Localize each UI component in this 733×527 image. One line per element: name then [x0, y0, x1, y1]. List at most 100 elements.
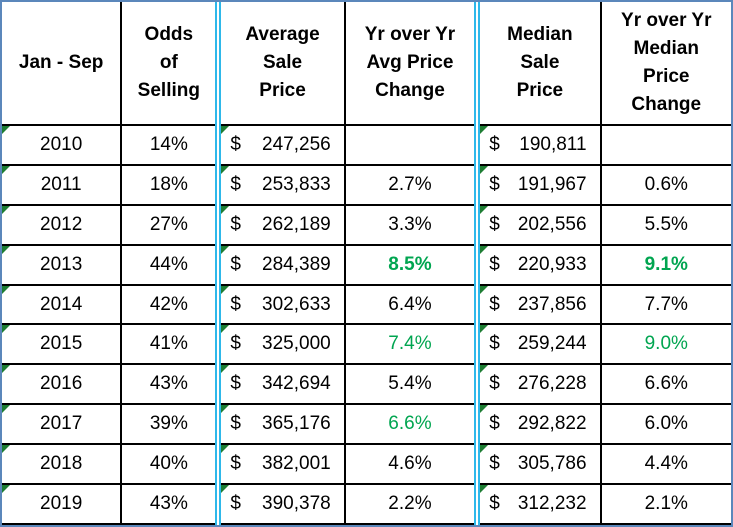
- currency-symbol: $: [230, 173, 241, 195]
- cell-avg-change[interactable]: 6.4%: [343, 283, 479, 326]
- amount-value: 262,189: [262, 213, 331, 235]
- cell-odds[interactable]: 42%: [120, 283, 220, 326]
- price-value: $382,001: [224, 453, 342, 475]
- cell-year[interactable]: 2011: [2, 163, 123, 206]
- cell-year[interactable]: 2014: [2, 283, 123, 326]
- cell-avg-change[interactable]: 2.7%: [343, 163, 479, 206]
- cell-odds[interactable]: 14%: [120, 124, 220, 166]
- currency-symbol: $: [230, 373, 241, 395]
- cell-flag-triangle-icon: [483, 486, 489, 494]
- cell-flag-triangle-icon: [483, 246, 489, 254]
- price-value: $305,786: [483, 453, 598, 475]
- amount-value: 302,633: [262, 293, 331, 315]
- cell-median-change[interactable]: 9.0%: [599, 323, 731, 366]
- cell-odds[interactable]: 39%: [120, 403, 220, 446]
- amount-value: 325,000: [262, 333, 331, 355]
- header-avg-price-change[interactable]: Yr over Yr Avg Price Change: [343, 2, 479, 126]
- cell-flag-triangle-icon: [224, 446, 230, 454]
- cell-median-change[interactable]: 9.1%: [599, 243, 731, 286]
- change-value: 4.4%: [644, 453, 688, 475]
- cell-odds[interactable]: 18%: [120, 163, 220, 206]
- amount-value: 253,833: [262, 173, 331, 195]
- odds-value: 41%: [149, 333, 188, 355]
- cell-avg-price[interactable]: $382,001: [215, 443, 346, 486]
- cell-odds[interactable]: 41%: [120, 323, 220, 366]
- table-row: 2016 43% $342,694 5.4% $276,228 6.6%: [2, 363, 731, 406]
- price-value: $342,694: [224, 373, 342, 395]
- cell-median-change[interactable]: [599, 124, 731, 166]
- year-value: 2018: [40, 453, 83, 475]
- amount-value: 365,176: [262, 413, 331, 435]
- currency-symbol: $: [230, 293, 241, 315]
- cell-avg-price[interactable]: $302,633: [215, 283, 346, 326]
- header-median-price-change[interactable]: Yr over Yr Median Price Change: [599, 2, 731, 126]
- odds-value: 27%: [149, 213, 188, 235]
- header-period[interactable]: Jan - Sep: [2, 2, 123, 126]
- cell-year[interactable]: 2018: [2, 443, 123, 486]
- header-median-sale-price[interactable]: Median Sale Price: [474, 2, 602, 126]
- cell-avg-change[interactable]: 3.3%: [343, 203, 479, 246]
- cell-avg-price[interactable]: $253,833: [215, 163, 346, 206]
- cell-median-price[interactable]: $292,822: [474, 403, 602, 446]
- cell-year[interactable]: 2015: [2, 323, 123, 366]
- cell-median-change[interactable]: 6.0%: [599, 403, 731, 446]
- cell-avg-change[interactable]: 2.2%: [343, 483, 479, 525]
- cell-odds[interactable]: 27%: [120, 203, 220, 246]
- change-value: 2.2%: [388, 493, 432, 514]
- cell-avg-change[interactable]: [343, 124, 479, 166]
- cell-median-change[interactable]: 5.5%: [599, 203, 731, 246]
- cell-flag-triangle-icon: [483, 406, 489, 414]
- cell-avg-price[interactable]: $284,389: [215, 243, 346, 286]
- amount-value: 292,822: [517, 413, 587, 435]
- cell-odds[interactable]: 44%: [120, 243, 220, 286]
- currency-symbol: $: [489, 133, 500, 155]
- cell-year[interactable]: 2019: [2, 483, 123, 525]
- table-row: 2017 39% $365,176 6.6% $292,822 6.0%: [2, 403, 731, 446]
- change-value: 7.4%: [388, 333, 432, 355]
- cell-avg-change[interactable]: 6.6%: [343, 403, 479, 446]
- cell-year[interactable]: 2010: [2, 124, 123, 166]
- cell-median-price[interactable]: $237,856: [474, 283, 602, 326]
- cell-median-change[interactable]: 6.6%: [599, 363, 731, 406]
- cell-avg-price[interactable]: $247,256: [215, 124, 346, 166]
- cell-avg-price[interactable]: $262,189: [215, 203, 346, 246]
- cell-median-price[interactable]: $202,556: [474, 203, 602, 246]
- price-value: $191,967: [483, 174, 598, 196]
- cell-year[interactable]: 2013: [2, 243, 123, 286]
- currency-symbol: $: [489, 453, 500, 475]
- cell-median-price[interactable]: $190,811: [474, 124, 602, 166]
- odds-value: 18%: [149, 173, 188, 195]
- cell-year[interactable]: 2012: [2, 203, 123, 246]
- cell-median-change[interactable]: 0.6%: [599, 163, 731, 206]
- cell-median-price[interactable]: $276,228: [474, 363, 602, 406]
- odds-value: 14%: [149, 133, 188, 155]
- cell-avg-price[interactable]: $325,000: [215, 323, 346, 366]
- cell-avg-change[interactable]: 5.4%: [343, 363, 479, 406]
- cell-avg-price[interactable]: $342,694: [215, 363, 346, 406]
- cell-avg-price[interactable]: $390,378: [215, 483, 346, 525]
- cell-odds[interactable]: 43%: [120, 483, 220, 525]
- cell-median-price[interactable]: $312,232: [474, 483, 602, 525]
- cell-median-price[interactable]: $259,244: [474, 323, 602, 366]
- cell-odds[interactable]: 43%: [120, 363, 220, 406]
- cell-avg-change[interactable]: 8.5%: [343, 243, 479, 286]
- cell-median-price[interactable]: $220,933: [474, 243, 602, 286]
- cell-median-change[interactable]: 2.1%: [599, 483, 731, 525]
- header-average-sale-price[interactable]: Average Sale Price: [215, 2, 346, 126]
- cell-median-change[interactable]: 7.7%: [599, 283, 731, 326]
- cell-median-price[interactable]: $191,967: [474, 163, 602, 206]
- cell-year[interactable]: 2016: [2, 363, 123, 406]
- cell-avg-change[interactable]: 4.6%: [343, 443, 479, 486]
- price-value: $390,378: [224, 493, 342, 515]
- cell-avg-change[interactable]: 7.4%: [343, 323, 479, 366]
- cell-flag-triangle-icon: [2, 446, 10, 454]
- header-odds-of-selling[interactable]: Odds of Selling: [120, 2, 220, 126]
- currency-symbol: $: [230, 133, 241, 155]
- cell-avg-price[interactable]: $365,176: [215, 403, 346, 446]
- cell-odds[interactable]: 40%: [120, 443, 220, 486]
- change-value: 9.1%: [644, 253, 688, 275]
- cell-year[interactable]: 2017: [2, 403, 123, 446]
- cell-median-change[interactable]: 4.4%: [599, 443, 731, 486]
- cell-median-price[interactable]: $305,786: [474, 443, 602, 486]
